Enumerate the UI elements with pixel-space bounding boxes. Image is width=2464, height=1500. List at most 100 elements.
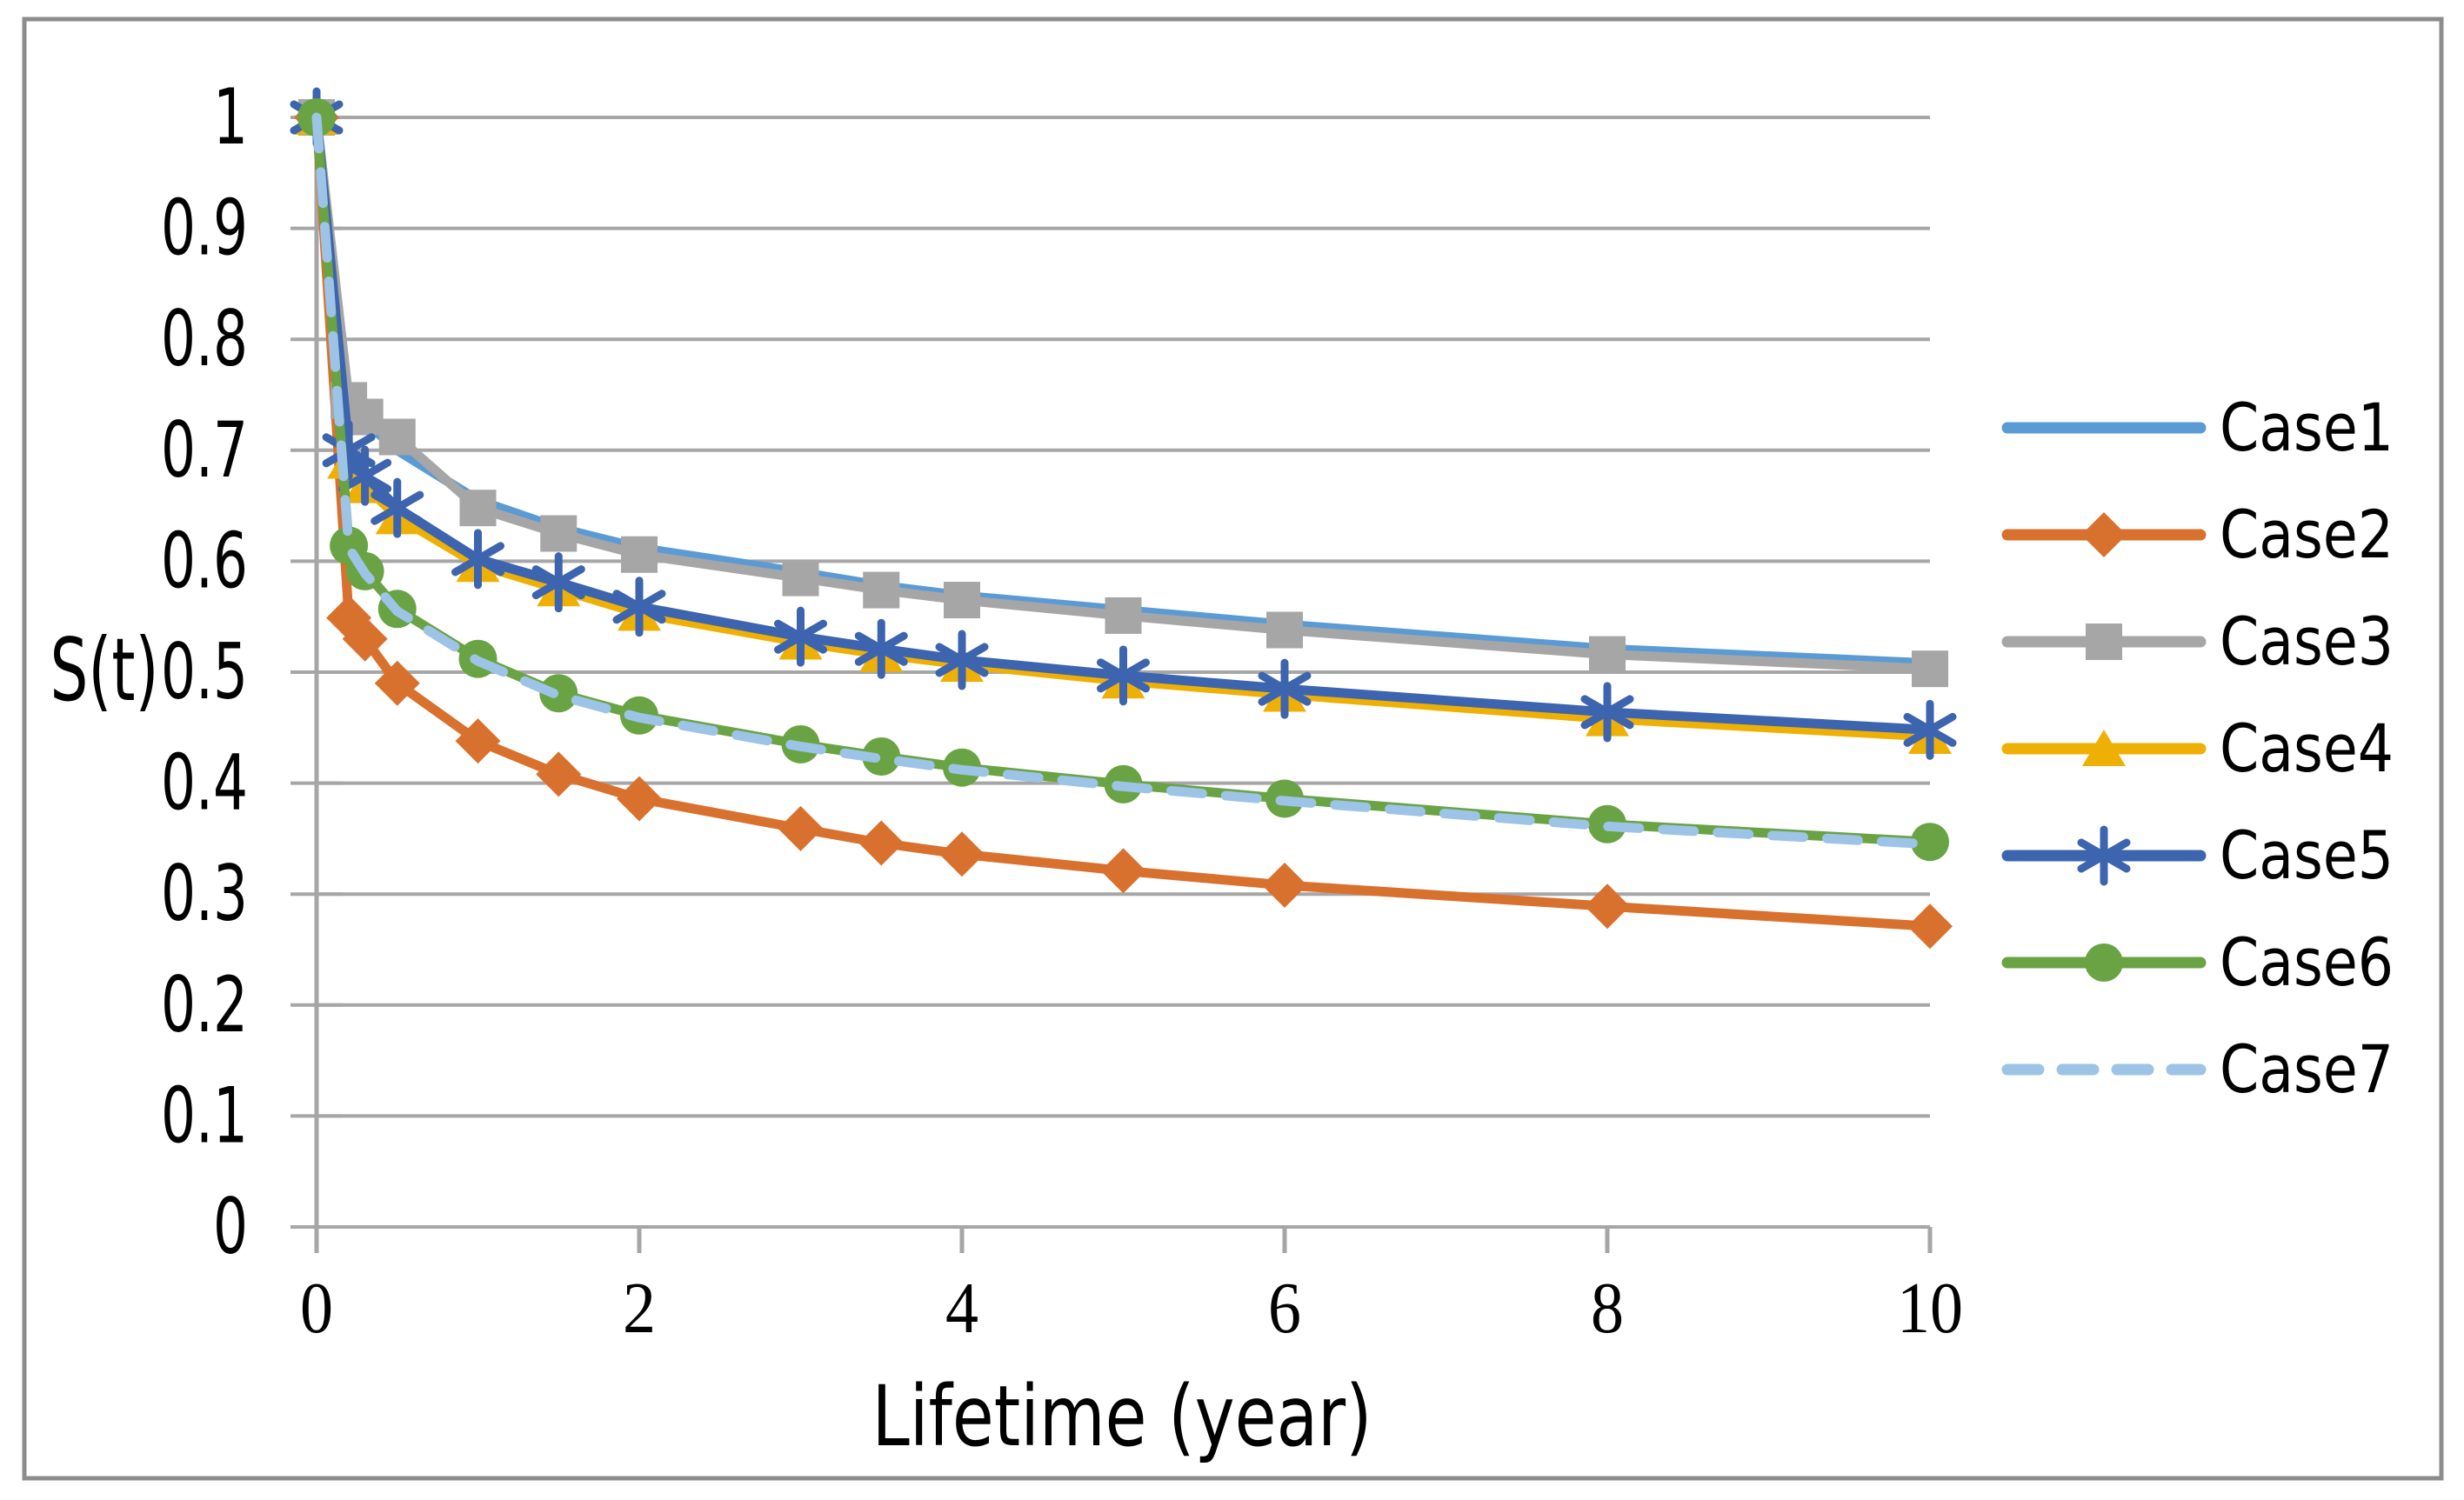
series-line-case7 xyxy=(311,112,1935,850)
series-line-case4 xyxy=(311,112,1935,742)
marker-asterisk-case5-spoke xyxy=(774,619,827,654)
marker-circle-case6 xyxy=(539,674,578,713)
marker-square-case3 xyxy=(540,515,578,552)
marker-square-case3 xyxy=(782,559,819,597)
marker-asterisk-case5 xyxy=(338,445,392,506)
marker-square-case3 xyxy=(944,582,980,619)
marker-diamond-case2 xyxy=(617,776,662,822)
y-tick-label-0.2: 0.2 xyxy=(161,960,248,1050)
legend-label-case5: Case5 xyxy=(2220,817,2394,894)
y-tick-label-0: 0 xyxy=(213,1182,248,1271)
marker-square-case3 xyxy=(346,398,384,436)
x-tick-label-0: 0 xyxy=(300,1268,333,1349)
marker-square-case3 xyxy=(1912,650,1948,688)
marker-asterisk-case5 xyxy=(451,529,504,590)
y-tick-label-0.9: 0.9 xyxy=(161,183,248,273)
marker-diamond-case2 xyxy=(858,820,905,866)
legend-label-case7: Case7 xyxy=(2220,1030,2394,1108)
y-tick-label-0.1: 0.1 xyxy=(161,1070,248,1160)
legend-marker-case5-spoke xyxy=(2077,838,2131,873)
marker-asterisk-case5 xyxy=(854,618,908,679)
marker-square-case3 xyxy=(1105,597,1142,634)
marker-diamond-case2 xyxy=(1100,848,1146,894)
x-tick-label-6: 6 xyxy=(1268,1268,1301,1349)
series-line-case6 xyxy=(311,112,1935,847)
legend-label-case1: Case1 xyxy=(2220,389,2394,466)
marker-asterisk-case5 xyxy=(935,630,989,690)
marker-circle-case6 xyxy=(1911,823,1949,862)
marker-diamond-case2 xyxy=(939,831,985,877)
legend-label-case2: Case2 xyxy=(2220,496,2394,573)
marker-diamond-case2 xyxy=(342,616,388,662)
legend-marker-case4 xyxy=(2082,730,2126,766)
marker-asterisk-case5 xyxy=(531,552,585,613)
marker-asterisk-case5 xyxy=(1903,699,1957,760)
series-line-case5 xyxy=(311,112,1935,735)
marker-square-case3 xyxy=(459,490,497,527)
y-axis-title: S(t) xyxy=(50,619,159,721)
marker-square-case3 xyxy=(378,418,416,456)
marker-diamond-case2 xyxy=(1907,903,1953,950)
legend-item-case5: Case5 xyxy=(2001,817,2394,894)
marker-asterisk-case5 xyxy=(774,606,827,667)
marker-diamond-case2 xyxy=(374,660,420,706)
series-case7 xyxy=(311,112,1935,850)
marker-asterisk-case5 xyxy=(1580,682,1634,743)
marker-square-case3 xyxy=(863,571,900,609)
figure-border xyxy=(22,17,2444,1481)
marker-asterisk-case5-spoke xyxy=(1258,671,1312,706)
marker-asterisk-case5 xyxy=(612,577,666,637)
marker-diamond-case2 xyxy=(1585,883,1630,930)
marker-asterisk-case5-spoke xyxy=(371,490,424,525)
legend-item-case7: Case7 xyxy=(2001,1030,2394,1108)
marker-asterisk-case5-spoke xyxy=(1097,658,1150,693)
marker-diamond-case2 xyxy=(1262,862,1307,908)
legend-item-case2: Case2 xyxy=(2001,496,2394,573)
series-plot-area xyxy=(290,87,1957,950)
legend-item-case1: Case1 xyxy=(2001,389,2394,466)
marker-square-case3 xyxy=(1266,611,1303,649)
legend-marker-case6 xyxy=(2085,943,2123,982)
legend-item-case6: Case6 xyxy=(2001,923,2394,1001)
series-case5 xyxy=(290,87,1957,760)
marker-asterisk-case5-spoke xyxy=(612,590,666,624)
marker-asterisk-case5-spoke xyxy=(1903,712,1957,747)
legend-item-case3: Case3 xyxy=(2001,603,2394,680)
y-tick-label-1: 1 xyxy=(213,72,248,162)
x-tick-label-10: 10 xyxy=(1897,1268,1963,1349)
legend: Case1 Case2 Case3 Case4 Case5 Case6 Case7 xyxy=(2001,389,2394,1108)
x-tick-labels: 0 2 4 6 8 10 xyxy=(300,1268,1963,1349)
y-tick-label-0.6: 0.6 xyxy=(161,516,248,605)
legend-marker-case5 xyxy=(2077,825,2131,886)
y-tick-label-0.3: 0.3 xyxy=(161,849,248,938)
y-tick-label-0.7: 0.7 xyxy=(161,405,248,495)
marker-asterisk-case5-spoke xyxy=(451,542,504,577)
marker-diamond-case2 xyxy=(536,751,582,797)
legend-label-case4: Case4 xyxy=(2220,710,2394,787)
axes xyxy=(290,114,1933,1253)
marker-asterisk-case5 xyxy=(1258,658,1312,719)
x-tick-label-2: 2 xyxy=(623,1268,656,1349)
y-tick-label-0.4: 0.4 xyxy=(161,738,248,828)
legend-label-case3: Case3 xyxy=(2220,603,2394,680)
marker-square-case3 xyxy=(1589,636,1626,673)
marker-asterisk-case5-spoke xyxy=(935,643,989,677)
marker-asterisk-case5-spoke xyxy=(338,458,392,493)
marker-asterisk-case5 xyxy=(371,477,424,538)
y-tick-label-0.8: 0.8 xyxy=(161,294,248,383)
legend-item-case4: Case4 xyxy=(2001,710,2394,787)
legend-marker-case2 xyxy=(2081,512,2127,557)
y-tick-labels: 0 0.1 0.2 0.3 0.4 0.5 0.6 0.7 0.8 0.9 1 xyxy=(161,72,248,1271)
legend-label-case6: Case6 xyxy=(2220,923,2394,1001)
x-axis-title: Lifetime (year) xyxy=(872,1368,1372,1465)
x-tick-label-4: 4 xyxy=(945,1268,978,1349)
marker-diamond-case2 xyxy=(778,805,824,851)
marker-asterisk-case5 xyxy=(1097,645,1150,706)
marker-square-case3 xyxy=(621,536,658,573)
series-case6 xyxy=(297,98,1949,862)
marker-circle-case6 xyxy=(862,737,901,776)
x-tick-label-8: 8 xyxy=(1591,1268,1624,1349)
marker-asterisk-case5-spoke xyxy=(1580,695,1634,730)
